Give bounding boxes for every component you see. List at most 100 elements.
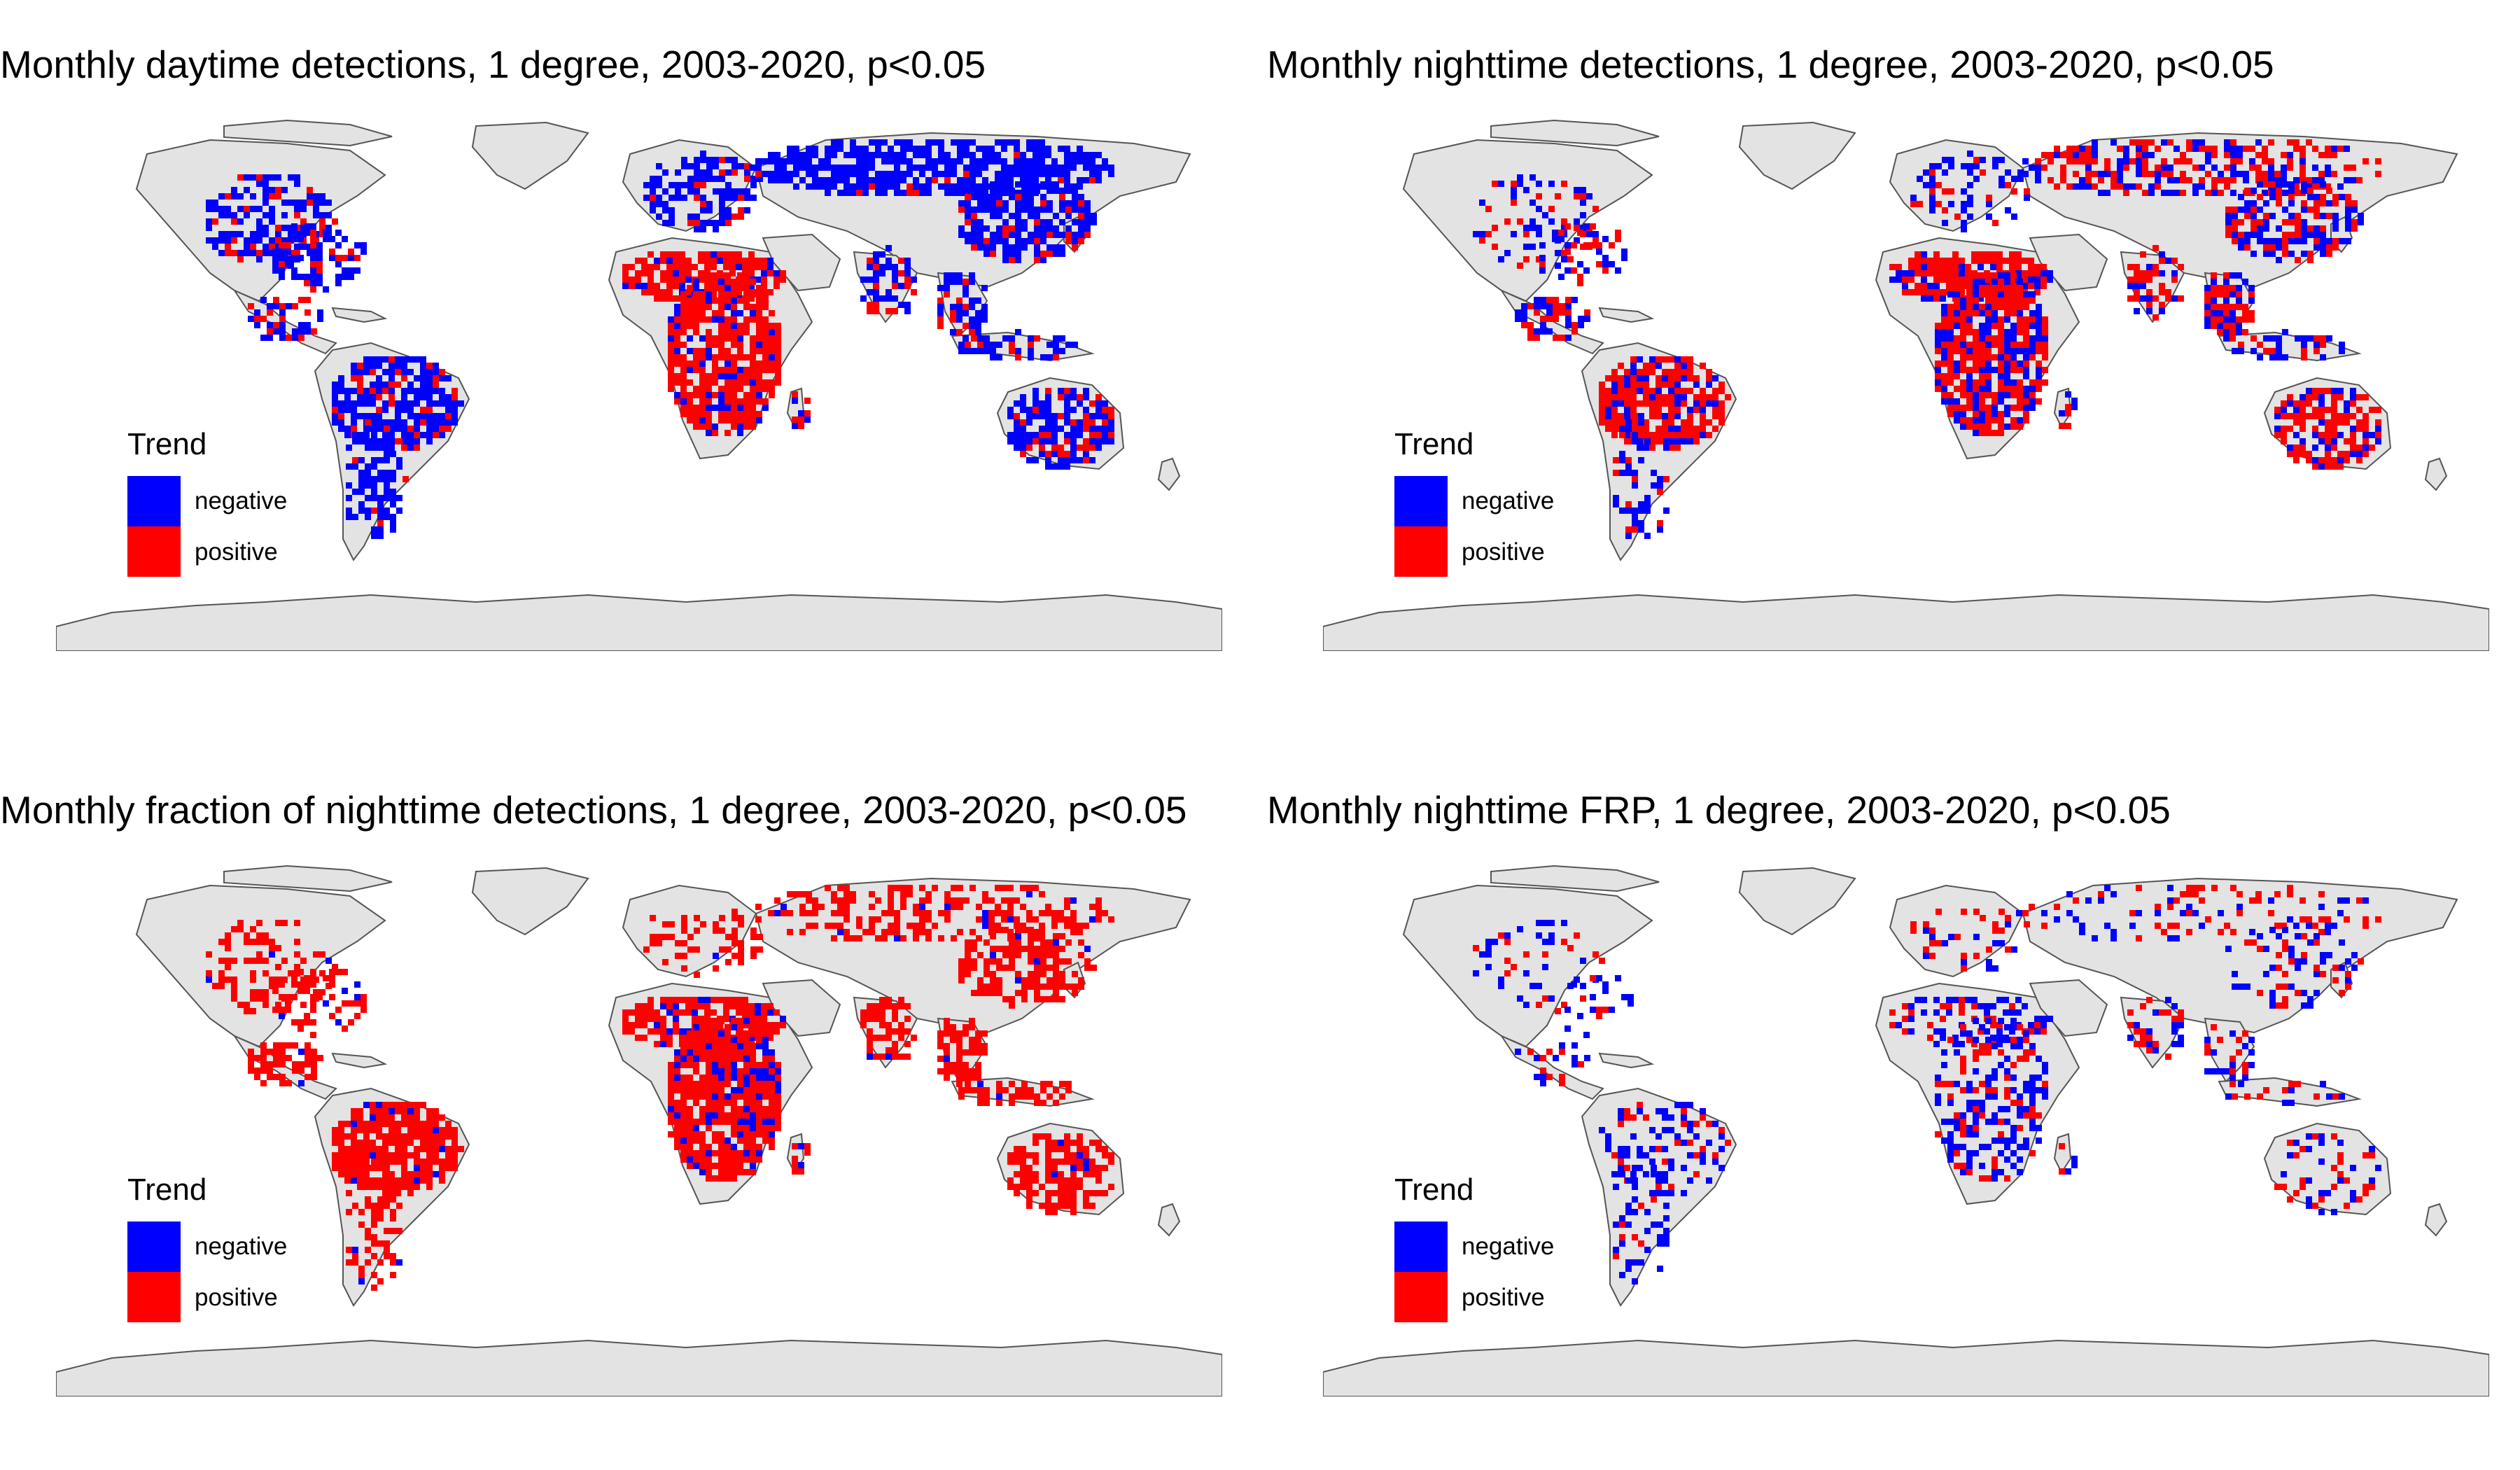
positive-trend-cell [693, 354, 699, 360]
positive-trend-cell [2307, 225, 2314, 232]
positive-trend-cell [712, 1106, 718, 1112]
negative-trend-cell [1534, 297, 1540, 303]
positive-trend-cell [737, 417, 743, 424]
negative-trend-cell [395, 400, 401, 407]
positive-trend-cell [1539, 261, 1546, 267]
land-arctic-canada [223, 119, 393, 147]
trend-cells-russia-siberia [749, 139, 1114, 196]
positive-trend-cell [1960, 348, 1966, 354]
negative-trend-cell [750, 379, 756, 386]
positive-trend-cell [668, 386, 674, 392]
positive-trend-cell [414, 1152, 420, 1158]
positive-trend-cell [1946, 270, 1952, 276]
negative-trend-cell [1102, 400, 1108, 407]
negative-trend-cell [244, 174, 250, 181]
positive-trend-cell [674, 1100, 680, 1106]
negative-trend-cell [298, 274, 304, 280]
positive-trend-cell [1605, 394, 1611, 400]
negative-trend-cell [1032, 432, 1039, 438]
positive-trend-cell [762, 1056, 769, 1062]
positive-trend-cell [1954, 405, 1960, 411]
negative-trend-cell [668, 316, 674, 323]
negative-trend-cell [774, 910, 780, 916]
positive-trend-cell [414, 444, 420, 451]
negative-trend-cell [2345, 213, 2351, 219]
negative-trend-cell [1534, 303, 1540, 309]
land-greenland [1738, 121, 1856, 190]
positive-trend-cell [426, 363, 433, 369]
positive-trend-cell [699, 291, 706, 298]
positive-trend-cell [837, 910, 844, 916]
negative-trend-cell [1064, 419, 1070, 426]
positive-trend-cell [687, 1043, 693, 1049]
negative-trend-cell [377, 476, 384, 482]
negative-trend-cell [2161, 164, 2167, 171]
positive-trend-cell [402, 476, 409, 482]
positive-trend-cell [900, 935, 906, 941]
negative-trend-cell [1644, 495, 1651, 501]
positive-trend-cell [724, 1030, 731, 1037]
positive-trend-cell [1966, 298, 1973, 304]
positive-trend-cell [988, 897, 995, 904]
negative-trend-cell [831, 152, 837, 158]
positive-trend-cell [724, 348, 731, 354]
positive-trend-cell [1034, 257, 1040, 263]
negative-trend-cell [982, 190, 988, 196]
negative-trend-cell [900, 139, 906, 146]
negative-trend-cell [2250, 200, 2257, 206]
negative-trend-cell [725, 182, 732, 188]
positive-trend-cell [338, 1171, 344, 1177]
positive-trend-cell [668, 1087, 674, 1093]
negative-trend-cell [307, 250, 313, 256]
negative-trend-cell [1977, 264, 1984, 270]
negative-trend-cell [2276, 354, 2282, 360]
negative-trend-cell [1089, 438, 1096, 444]
positive-trend-cell [1998, 348, 2004, 354]
negative-trend-cell [1632, 507, 1638, 514]
negative-trend-cell [837, 177, 844, 183]
positive-trend-cell [641, 289, 648, 295]
negative-trend-cell [724, 373, 731, 379]
negative-trend-cell [2017, 279, 2023, 285]
negative-trend-cell [844, 183, 850, 190]
negative-trend-cell [875, 171, 881, 177]
positive-trend-cell [900, 885, 906, 891]
negative-trend-cell [2192, 183, 2199, 190]
positive-trend-cell [731, 1043, 737, 1049]
positive-trend-cell [769, 1138, 775, 1144]
negative-trend-cell [769, 1049, 775, 1056]
negative-trend-cell [1602, 261, 1609, 267]
negative-trend-cell [769, 1062, 775, 1068]
negative-trend-cell [2331, 438, 2337, 444]
negative-trend-cell [256, 237, 262, 244]
negative-trend-cell [2136, 146, 2142, 152]
positive-trend-cell [1947, 348, 1954, 354]
positive-trend-cell [2171, 276, 2178, 283]
positive-trend-cell [844, 891, 850, 897]
positive-trend-cell [1947, 405, 1954, 411]
negative-trend-cell [1065, 188, 1072, 194]
positive-trend-cell [1058, 910, 1064, 916]
negative-trend-cell [780, 904, 787, 910]
positive-trend-cell [358, 1266, 365, 1272]
positive-trend-cell [1102, 419, 1108, 426]
positive-trend-cell [913, 904, 919, 910]
positive-trend-cell [2199, 177, 2205, 183]
negative-trend-cell [712, 316, 718, 323]
negative-trend-cell [2024, 195, 2030, 201]
positive-trend-cell [212, 983, 218, 989]
negative-trend-cell [2236, 323, 2242, 329]
positive-trend-cell [750, 1138, 756, 1144]
negative-trend-cell [317, 309, 323, 316]
negative-trend-cell [825, 158, 831, 164]
positive-trend-cell [377, 1165, 384, 1171]
negative-trend-cell [1034, 958, 1040, 965]
negative-trend-cell [377, 444, 384, 451]
positive-trend-cell [319, 218, 326, 225]
positive-trend-cell [1045, 432, 1051, 438]
positive-trend-cell [881, 935, 888, 941]
negative-trend-cell [445, 394, 451, 400]
positive-trend-cell [1980, 169, 1986, 176]
positive-trend-cell [737, 386, 743, 392]
positive-trend-cell [2165, 289, 2171, 295]
